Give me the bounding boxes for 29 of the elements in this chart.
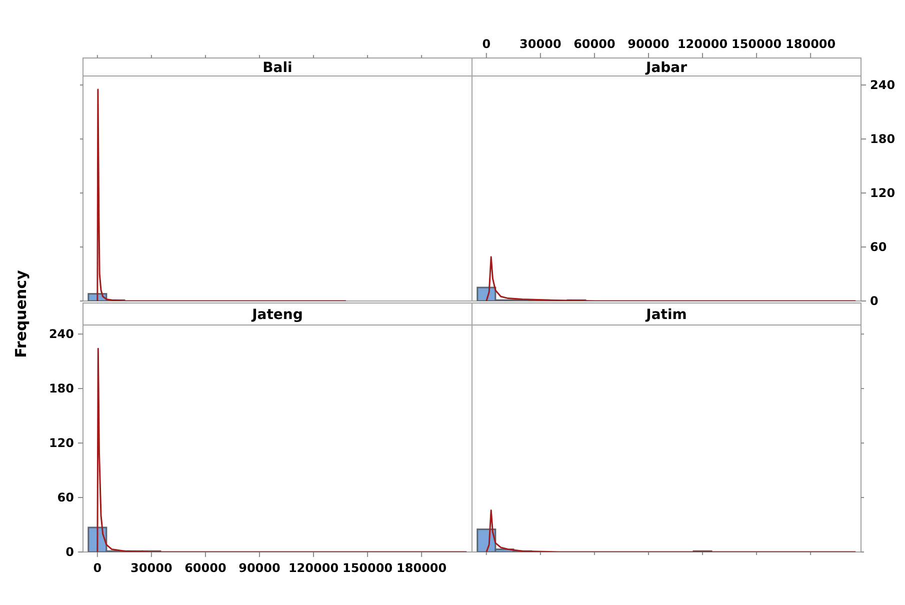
- y-tick-label: 60: [57, 490, 74, 505]
- y-tick-label: 120: [48, 436, 74, 450]
- x-tick-label: 30000: [130, 561, 172, 575]
- y-tick-label: 0: [870, 294, 878, 308]
- chart-title: Jatim: [645, 307, 687, 323]
- y-tick-label: 240: [48, 327, 74, 342]
- x-tick-label: 60000: [574, 37, 616, 51]
- x-tick-label: 0: [93, 561, 102, 575]
- x-tick-label: 90000: [628, 37, 670, 51]
- x-tick-label: 90000: [238, 561, 280, 575]
- y-tick-label: 0: [66, 545, 74, 559]
- y-tick-label: 180: [870, 132, 896, 146]
- x-tick-label: 180000: [786, 37, 836, 51]
- y-axis-title: Frequency: [12, 270, 30, 358]
- x-tick-label: 180000: [396, 561, 447, 575]
- x-tick-label: 150000: [342, 561, 393, 575]
- y-tick-label: 120: [870, 186, 896, 200]
- y-tick-label: 180: [48, 382, 74, 396]
- chart-title: Jabar: [644, 60, 688, 76]
- x-tick-label: 0: [482, 37, 491, 51]
- x-tick-label: 120000: [677, 37, 728, 51]
- chart-title: Bali: [262, 60, 292, 76]
- y-tick-label: 60: [870, 240, 887, 254]
- y-tick-label: 240: [870, 78, 896, 92]
- x-tick-label: 30000: [520, 37, 562, 51]
- x-tick-label: 120000: [288, 561, 339, 575]
- x-tick-label: 60000: [184, 561, 226, 575]
- chart-title: Jateng: [251, 307, 303, 323]
- x-tick-label: 150000: [731, 37, 782, 51]
